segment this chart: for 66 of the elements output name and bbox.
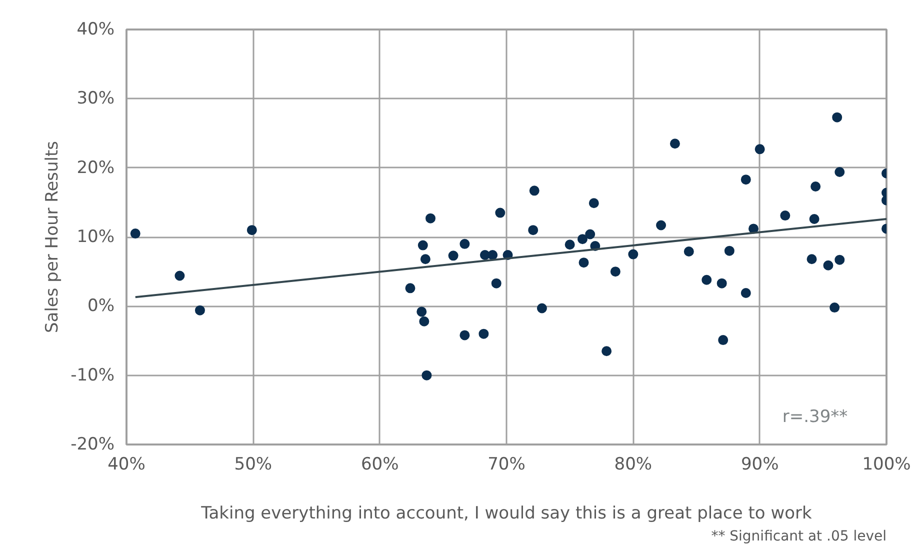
point <box>426 213 436 224</box>
point <box>564 240 575 250</box>
point <box>578 234 588 244</box>
x-axis-title: Taking everything into account, I would say this is a great place to work <box>200 504 812 524</box>
annotation: r=.39** <box>782 406 848 427</box>
y-tick-label: -10% <box>70 365 114 386</box>
point <box>602 346 612 356</box>
x-tick-label: 80% <box>614 454 652 474</box>
point <box>578 258 589 268</box>
point <box>610 266 620 277</box>
point <box>656 220 666 230</box>
x-tick-label: 40% <box>108 454 146 474</box>
point <box>754 144 765 154</box>
y-tick-label: 40% <box>76 20 115 40</box>
point <box>460 238 470 249</box>
point <box>420 254 430 264</box>
y-axis-title: Sales per Hour Results <box>42 140 63 334</box>
x-tick-label: 60% <box>360 454 399 474</box>
point <box>529 186 540 196</box>
point <box>780 210 790 221</box>
point <box>416 306 427 317</box>
point <box>810 182 821 192</box>
point <box>684 246 694 257</box>
point <box>585 229 596 240</box>
y-tick-label: 30% <box>76 88 115 109</box>
point <box>194 305 205 316</box>
point <box>491 278 502 288</box>
point <box>718 335 728 346</box>
x-tick-label: 100% <box>862 454 911 474</box>
point <box>832 112 842 122</box>
point <box>405 283 416 294</box>
point <box>716 278 727 288</box>
point <box>670 138 680 149</box>
point <box>834 254 845 265</box>
point <box>478 328 489 339</box>
point <box>806 254 817 264</box>
point <box>823 260 834 270</box>
point <box>174 270 185 281</box>
point <box>740 174 751 185</box>
point <box>702 274 712 285</box>
x-tick-label: 70% <box>488 454 526 474</box>
point <box>418 240 428 250</box>
x-tick-label: 90% <box>740 454 779 474</box>
point <box>419 316 430 326</box>
x-tick-label: 50% <box>234 454 272 474</box>
point <box>588 198 599 208</box>
point <box>740 288 751 298</box>
point <box>830 302 840 313</box>
text: ** Significant at .05 level <box>711 528 887 544</box>
point <box>724 246 734 256</box>
point <box>834 166 845 177</box>
point <box>536 303 547 314</box>
y-tick-label: 10% <box>76 227 115 247</box>
point <box>422 370 432 380</box>
point <box>460 330 470 340</box>
y-tick-label: 0% <box>88 296 115 316</box>
point <box>495 208 506 218</box>
point <box>809 214 820 224</box>
point <box>488 250 498 260</box>
y-tick-label: 20% <box>76 158 115 178</box>
point <box>448 250 458 261</box>
point <box>628 249 638 260</box>
point <box>130 228 140 239</box>
point <box>246 225 257 236</box>
point <box>528 225 538 236</box>
y-tick-label: -20% <box>70 434 114 454</box>
